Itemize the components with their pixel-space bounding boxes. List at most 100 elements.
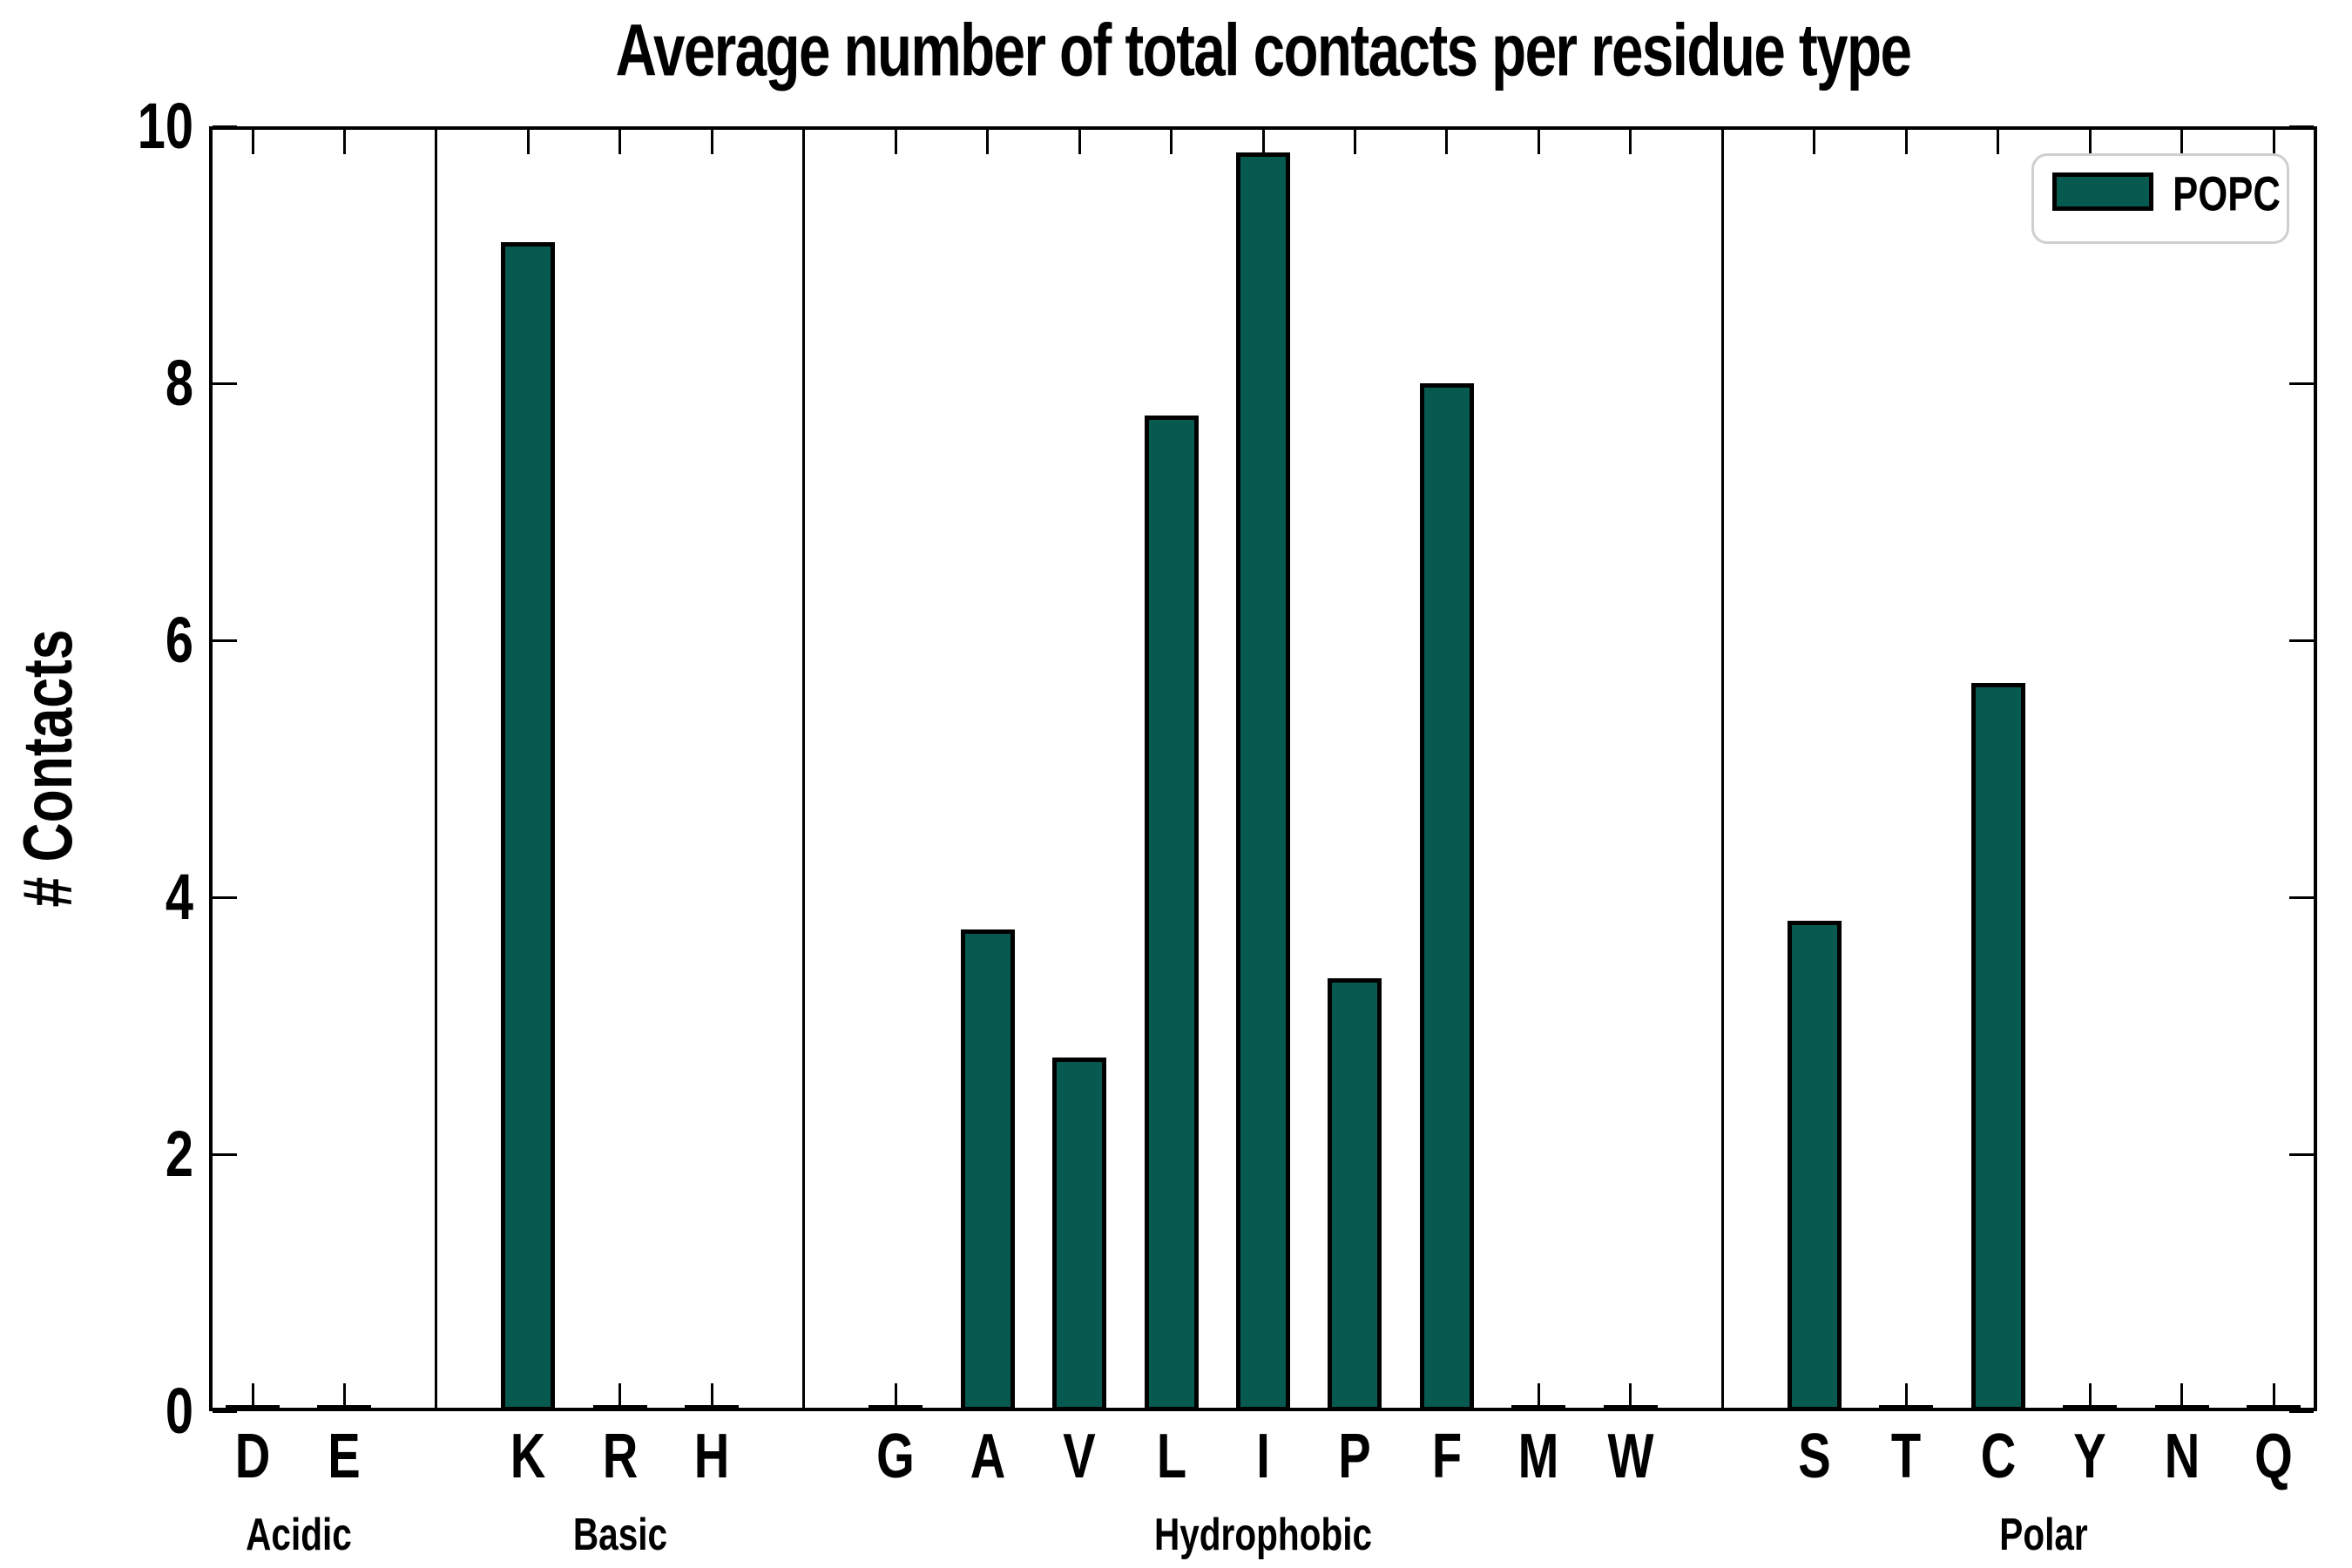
y-tick-right [2289, 1409, 2314, 1413]
bar-R [592, 1405, 647, 1411]
x-tick [342, 1383, 346, 1408]
bar-T [1879, 1405, 1934, 1411]
x-tick-top [986, 130, 990, 154]
group-separator [435, 126, 438, 1411]
group-label-hydrophobic: Hydrophobic [1153, 1510, 1373, 1560]
x-tick-label-Q: Q [2254, 1422, 2293, 1491]
y-tick [213, 382, 237, 385]
group-label-polar: Polar [1999, 1510, 2089, 1560]
x-tick-top [894, 130, 897, 154]
x-tick-label-K: K [510, 1422, 546, 1491]
x-tick [251, 1383, 254, 1408]
y-tick [213, 896, 237, 899]
x-tick-label-Y: Y [2073, 1422, 2106, 1491]
x-tick [618, 1383, 622, 1408]
y-tick-right [2289, 1152, 2314, 1156]
x-tick-top [1261, 130, 1265, 154]
x-tick-label-D: D [234, 1422, 271, 1491]
y-tick [213, 639, 237, 642]
legend-swatch-popc [2052, 172, 2153, 211]
x-tick-label-M: M [1517, 1422, 1559, 1491]
x-tick-label-R: R [602, 1422, 639, 1491]
x-tick-top [1537, 130, 1540, 154]
x-tick [1629, 1383, 1632, 1408]
bar-I [1236, 152, 1290, 1411]
x-tick-label-L: L [1156, 1422, 1186, 1491]
x-tick-label-T: T [1891, 1422, 1922, 1491]
x-tick-top [710, 130, 713, 154]
x-tick-label-F: F [1431, 1422, 1463, 1491]
bar-N [2154, 1405, 2209, 1411]
bar-S [1787, 920, 1842, 1411]
bar-H [685, 1405, 740, 1411]
bar-W [1603, 1405, 1658, 1411]
x-tick [1904, 1383, 1908, 1408]
bar-G [868, 1405, 923, 1411]
x-tick-top [251, 130, 254, 154]
x-tick [710, 1383, 713, 1408]
x-tick-label-P: P [1338, 1422, 1372, 1491]
x-tick-label-N: N [2164, 1422, 2200, 1491]
bar-P [1328, 977, 1382, 1411]
y-tick-label-6: 6 [165, 604, 193, 676]
y-tick-label-8: 8 [165, 347, 193, 419]
y-tick-label-2: 2 [165, 1118, 193, 1190]
x-tick-label-I: I [1256, 1422, 1270, 1491]
bar-C [1970, 682, 2025, 1411]
bar-Q [2247, 1405, 2301, 1411]
chart-title: Average number of total contacts per res… [615, 9, 1912, 91]
x-tick-top [1813, 130, 1816, 154]
x-tick [1537, 1383, 1540, 1408]
x-tick-top [2180, 130, 2184, 154]
y-tick-right [2289, 125, 2314, 128]
y-tick-label-0: 0 [165, 1375, 193, 1447]
x-tick-top [1170, 130, 1173, 154]
x-tick-label-E: E [328, 1422, 362, 1491]
x-tick-top [1445, 130, 1449, 154]
x-tick-top [1997, 130, 2000, 154]
x-tick-top [2088, 130, 2092, 154]
y-tick-right [2289, 382, 2314, 385]
x-tick [2272, 1383, 2275, 1408]
x-tick-top [1904, 130, 1908, 154]
x-tick [2180, 1383, 2184, 1408]
bar-Y [2063, 1405, 2118, 1411]
x-tick-label-S: S [1797, 1422, 1831, 1491]
bar-A [960, 929, 1015, 1411]
bar-V [1052, 1058, 1107, 1411]
y-tick-label-10: 10 [137, 90, 193, 162]
legend-label-popc: POPC [2173, 166, 2281, 221]
x-tick [894, 1383, 897, 1408]
y-tick [213, 1409, 237, 1413]
x-tick-top [618, 130, 622, 154]
group-label-acidic: Acidic [245, 1510, 352, 1560]
x-tick-label-W: W [1607, 1422, 1654, 1491]
x-tick-top [1078, 130, 1081, 154]
x-tick-label-C: C [1980, 1422, 2016, 1491]
y-axis-label: # Contacts [9, 629, 86, 908]
bar-L [1144, 415, 1199, 1411]
y-tick-label-4: 4 [165, 861, 193, 933]
x-tick-label-V: V [1063, 1422, 1096, 1491]
x-tick-label-A: A [970, 1422, 1005, 1491]
bar-M [1511, 1405, 1566, 1411]
x-tick-top [1629, 130, 1632, 154]
group-separator [802, 126, 806, 1411]
x-tick-top [342, 130, 346, 154]
group-label-basic: Basic [572, 1510, 667, 1560]
bar-E [317, 1405, 372, 1411]
y-tick-right [2289, 896, 2314, 899]
x-tick [2088, 1383, 2092, 1408]
x-tick-label-H: H [693, 1422, 730, 1491]
bar-D [226, 1405, 280, 1411]
x-tick-label-G: G [876, 1422, 916, 1491]
bar-K [501, 241, 556, 1411]
x-tick-top [526, 130, 530, 154]
y-tick [213, 125, 237, 128]
y-tick-right [2289, 639, 2314, 642]
x-tick-top [1353, 130, 1356, 154]
group-separator [1720, 126, 1724, 1411]
bar-F [1419, 383, 1474, 1411]
x-tick-top [2272, 130, 2275, 154]
